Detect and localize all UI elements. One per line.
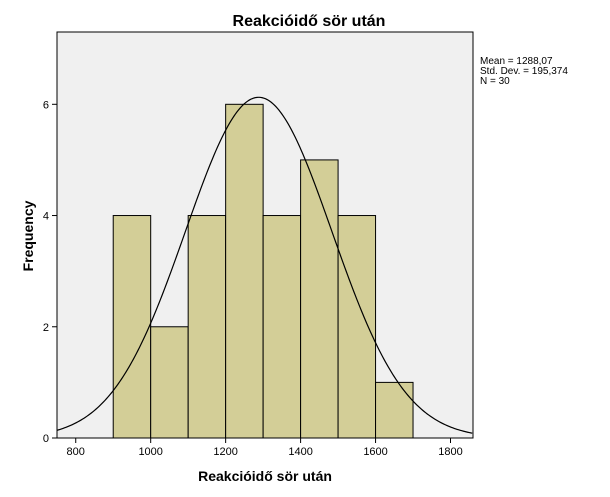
x-tick-label-6: 1800 xyxy=(438,446,462,458)
bars-group xyxy=(112,103,414,439)
x-tick-label-1: 800 xyxy=(67,446,85,458)
histogram-bar-8 xyxy=(375,381,414,439)
x-tick-label-3: 1200 xyxy=(213,446,237,458)
x-axis-title: Reakcióidő sör után xyxy=(198,468,332,484)
stats-line-2: Std. Dev. = 195,374 xyxy=(480,66,568,77)
y-tick-label-3: 4 xyxy=(43,211,49,223)
histogram-bar-3 xyxy=(187,215,227,439)
chart-title: Reakcióidő sör után xyxy=(233,13,386,30)
stats-line-1: Mean = 1288,07 xyxy=(480,56,553,67)
x-tick-label-2: 1000 xyxy=(138,446,162,458)
normal-curve xyxy=(56,96,473,434)
histogram-bar-2 xyxy=(150,326,189,439)
histogram-bar-1 xyxy=(112,215,152,439)
y-axis-title: Frequency xyxy=(20,200,36,271)
histogram-bar-5 xyxy=(262,215,302,439)
y-tick-label-2: 2 xyxy=(43,322,49,334)
stats-line-3: N = 30 xyxy=(480,76,510,87)
y-tick-label-1: 0 xyxy=(43,433,49,445)
x-tick-label-4: 1400 xyxy=(288,446,312,458)
x-tick-label-5: 1600 xyxy=(363,446,387,458)
histogram-bar-4 xyxy=(225,103,264,439)
histogram-bar-6 xyxy=(300,159,339,439)
y-tick-label-4: 6 xyxy=(43,99,49,111)
histogram-bar-7 xyxy=(337,215,377,439)
axes-group: 800 1000 1200 1400 1600 1800 0 2 4 6 xyxy=(43,99,463,458)
